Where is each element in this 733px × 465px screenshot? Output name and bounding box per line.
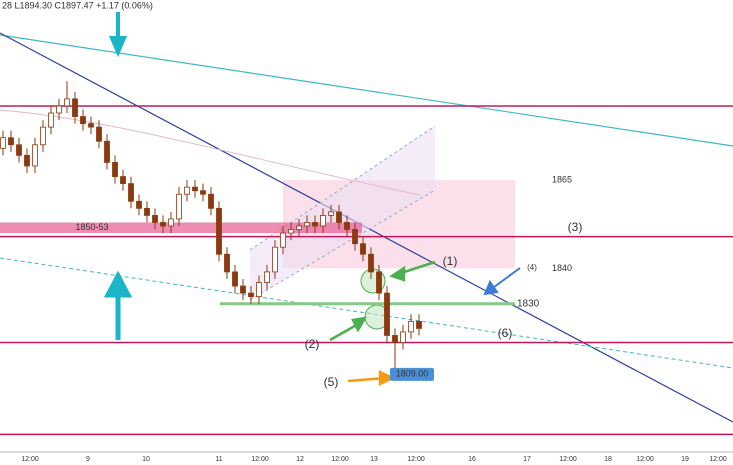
candle-body xyxy=(72,98,78,117)
candle-body xyxy=(288,229,294,234)
channel xyxy=(250,126,435,300)
candle-body xyxy=(168,218,174,227)
x-tick-label: 17 xyxy=(523,456,531,463)
candle-body xyxy=(80,116,86,124)
candle-body xyxy=(320,215,326,227)
band-label: 1850-53 xyxy=(75,222,108,232)
arrow xyxy=(389,260,436,282)
candle-body xyxy=(312,222,318,227)
price-tag xyxy=(390,367,434,381)
candle-body xyxy=(240,285,246,294)
candle-body xyxy=(336,211,342,223)
candle-body xyxy=(224,253,230,273)
candle-body xyxy=(344,222,350,230)
trend-line xyxy=(0,257,733,369)
candle-body xyxy=(152,215,158,223)
candle-body xyxy=(88,123,94,128)
annotation: (6) xyxy=(498,326,513,340)
zone-bottom-label: 1840 xyxy=(552,263,572,273)
x-tick-label: 12:00 xyxy=(331,456,349,463)
candle-body xyxy=(184,186,190,195)
candle-body xyxy=(136,200,142,209)
candle-body xyxy=(128,183,134,202)
candle-body xyxy=(8,137,14,146)
arrow xyxy=(108,12,128,58)
arrow xyxy=(483,267,521,296)
candle-body xyxy=(368,253,374,273)
x-tick-label: 10 xyxy=(142,456,150,463)
candle-body xyxy=(360,243,366,255)
annotation: (3) xyxy=(568,220,583,234)
x-tick-label: 12:00 xyxy=(251,456,269,463)
candle-body xyxy=(32,144,38,167)
trend-line xyxy=(0,34,733,147)
candle-body xyxy=(112,162,118,177)
candle-body xyxy=(96,126,102,142)
candle-body xyxy=(280,232,286,248)
candle-body xyxy=(24,154,30,167)
candle-body xyxy=(304,222,310,227)
candle-body xyxy=(64,98,70,107)
candle-body xyxy=(16,144,22,156)
arrow xyxy=(329,316,368,342)
candle-body xyxy=(408,320,414,333)
candle-body xyxy=(352,229,358,245)
x-tick-label: 9 xyxy=(86,456,90,463)
candle-body xyxy=(256,282,262,298)
arrow xyxy=(347,370,396,386)
candle-body xyxy=(176,193,182,220)
candle-body xyxy=(192,186,198,192)
candle-body xyxy=(400,331,406,343)
candle-body xyxy=(272,246,278,273)
x-tick-label: 13 xyxy=(370,456,378,463)
x-tick-label: 12:00 xyxy=(709,456,727,463)
x-tick-label: 11 xyxy=(215,456,222,463)
annotation: (4) xyxy=(527,263,537,272)
candle-body xyxy=(384,292,390,336)
candle-body xyxy=(328,211,334,216)
candle-body xyxy=(40,126,46,146)
candle-body xyxy=(48,112,54,128)
band xyxy=(0,222,362,234)
x-tick-label: 12:00 xyxy=(559,456,577,463)
candle-body xyxy=(264,271,270,283)
zone-top-label: 1865 xyxy=(552,174,572,184)
annotation: (5) xyxy=(324,375,339,389)
x-tick-label: 12:00 xyxy=(636,456,654,463)
candle-body xyxy=(120,176,126,185)
candle-body xyxy=(208,193,214,209)
support-label: 1830 xyxy=(517,298,540,309)
candle-body xyxy=(248,292,254,298)
x-tick-label: 12:00 xyxy=(21,456,39,463)
x-tick-label: 19 xyxy=(681,456,689,463)
candle-body xyxy=(416,320,422,329)
x-tick-label: 16 xyxy=(468,456,476,463)
candle-body xyxy=(0,137,6,149)
arrow xyxy=(103,270,133,340)
candle-body xyxy=(392,335,398,343)
candle-body xyxy=(104,140,110,163)
candle-body xyxy=(216,207,222,255)
candle-body xyxy=(160,222,166,227)
candle-body xyxy=(200,190,206,195)
candle-body xyxy=(376,271,382,294)
candle-body xyxy=(144,207,150,216)
x-tick-label: 12:00 xyxy=(407,456,425,463)
candle-body xyxy=(232,271,238,287)
x-tick-label: 12 xyxy=(296,456,304,463)
x-tick-label: 18 xyxy=(604,456,612,463)
price-tag-label: 1809.00 xyxy=(396,369,429,379)
ohlc-header: 28 L1894.30 C1897.47 +1.17 (0.06%) xyxy=(2,0,153,10)
candle-body xyxy=(296,225,302,230)
candle-body xyxy=(56,105,62,114)
annotation: (2) xyxy=(305,337,320,351)
annotation: (1) xyxy=(443,254,458,268)
